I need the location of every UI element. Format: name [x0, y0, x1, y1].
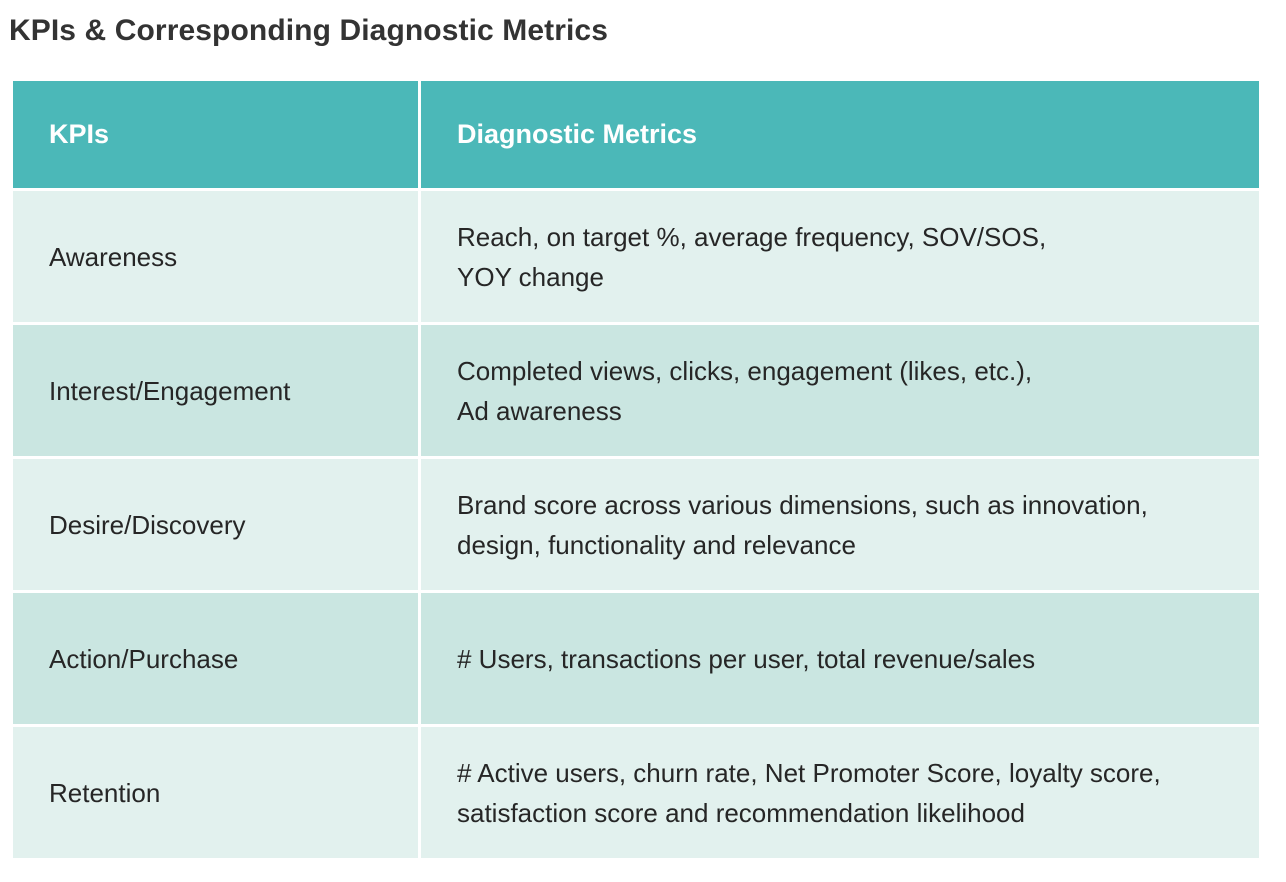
- kpi-metrics-table: KPIs Diagnostic Metrics Awareness Reach,…: [10, 78, 1262, 861]
- page-title: KPIs & Corresponding Diagnostic Metrics: [9, 14, 608, 47]
- kpi-cell: Desire/Discovery: [10, 456, 421, 593]
- metrics-cell: Brand score across various dimensions, s…: [418, 456, 1262, 593]
- metrics-cell: # Users, transactions per user, total re…: [418, 590, 1262, 727]
- metrics-line: Reach, on target %, average frequency, S…: [457, 221, 1047, 252]
- kpi-cell: Interest/Engagement: [10, 322, 421, 459]
- metrics-line: Brand score across various dimensions, s…: [457, 489, 1148, 520]
- metrics-line: satisfaction score and recommendation li…: [457, 797, 1025, 828]
- column-header-diagnostic-metrics: Diagnostic Metrics: [418, 78, 1262, 191]
- table-header-row: KPIs Diagnostic Metrics: [10, 78, 1262, 191]
- kpi-cell: Retention: [10, 724, 421, 861]
- metrics-line: design, functionality and relevance: [457, 529, 856, 560]
- metrics-line: Completed views, clicks, engagement (lik…: [457, 355, 1033, 386]
- metrics-line: # Users, transactions per user, total re…: [457, 643, 1036, 674]
- table-row: Awareness Reach, on target %, average fr…: [10, 188, 1262, 325]
- metrics-line: # Active users, churn rate, Net Promoter…: [457, 757, 1161, 788]
- table-row: Interest/Engagement Completed views, cli…: [10, 322, 1262, 459]
- metrics-line: YOY change: [457, 261, 604, 292]
- metrics-cell: Completed views, clicks, engagement (lik…: [418, 322, 1262, 459]
- metrics-cell: # Active users, churn rate, Net Promoter…: [418, 724, 1262, 861]
- table-row: Action/Purchase # Users, transactions pe…: [10, 590, 1262, 727]
- kpi-cell: Action/Purchase: [10, 590, 421, 727]
- table-row: Retention # Active users, churn rate, Ne…: [10, 724, 1262, 861]
- metrics-line: Ad awareness: [457, 395, 622, 426]
- column-header-kpis: KPIs: [10, 78, 421, 191]
- table-row: Desire/Discovery Brand score across vari…: [10, 456, 1262, 593]
- kpi-cell: Awareness: [10, 188, 421, 325]
- metrics-cell: Reach, on target %, average frequency, S…: [418, 188, 1262, 325]
